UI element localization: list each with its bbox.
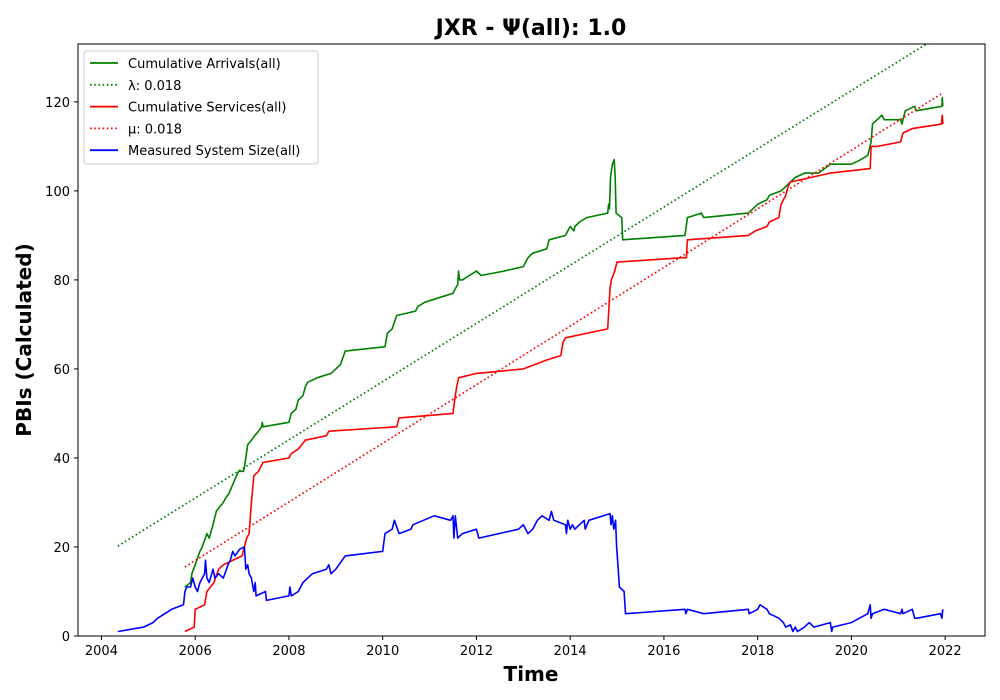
- x-tick-label: 2020: [835, 644, 868, 659]
- legend-label-1: λ: 0.018: [128, 79, 181, 94]
- y-tick-label: 100: [45, 185, 70, 200]
- y-tick-label: 120: [45, 96, 70, 111]
- x-tick-label: 2018: [741, 644, 774, 659]
- legend-box: [83, 50, 319, 165]
- x-tick-label: 2008: [272, 644, 305, 659]
- legend: Cumulative Arrivals(all) λ: 0.018 Cumulati…: [83, 50, 319, 165]
- series-line-2: [184, 114, 944, 633]
- x-tick-label: 2006: [179, 644, 212, 659]
- x-tick-label: 2022: [929, 644, 962, 659]
- legend-label-3: μ: 0.018: [128, 122, 182, 137]
- y-tick-label: 40: [53, 452, 70, 467]
- legend-label-2: Cumulative Services(all): [128, 101, 286, 116]
- series-line-4: [117, 510, 944, 633]
- x-tick-label: 2014: [554, 644, 587, 659]
- plot-area: [117, 43, 944, 633]
- legend-label-0: Cumulative Arrivals(all): [128, 57, 281, 72]
- x-tick-label: 2010: [366, 644, 399, 659]
- y-axis-label: PBIs (Calculated): [12, 243, 36, 436]
- y-tick-label: 80: [53, 274, 70, 289]
- y-tick-label: 20: [53, 541, 70, 556]
- y-axis: 0 20 40 60 80 100 120: [45, 96, 78, 645]
- y-tick-label: 0: [62, 630, 70, 645]
- x-tick-label: 2012: [460, 644, 493, 659]
- series-line-1: [117, 43, 927, 547]
- y-tick-label: 60: [53, 363, 70, 378]
- x-tick-label: 2016: [647, 644, 680, 659]
- chart-title: JXR - Ψ(all): 1.0: [434, 16, 627, 41]
- legend-label-4: Measured System Size(all): [128, 144, 300, 159]
- axes-frame: [77, 43, 986, 637]
- x-tick-label: 2004: [85, 644, 118, 659]
- x-axis: 2004 2006 2008 2010 2012 2014 2016 2018 2020 2022: [85, 636, 962, 659]
- series-line-3: [184, 92, 944, 568]
- x-axis-label: Time: [504, 662, 559, 686]
